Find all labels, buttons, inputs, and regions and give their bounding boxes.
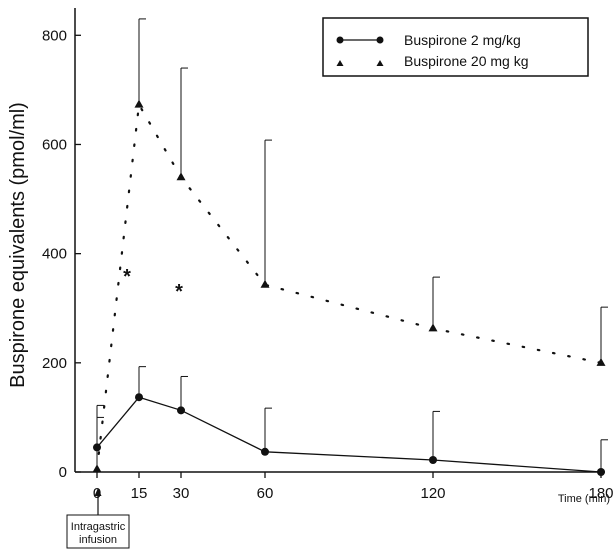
y-tick-label: 400: [42, 246, 67, 263]
legend-marker-20mg: [336, 60, 344, 66]
data-point-circle: [597, 468, 605, 476]
x-tick-label: 180: [588, 485, 613, 502]
y-tick-label: 800: [42, 27, 67, 44]
infusion-label: Intragastric infusion: [71, 521, 126, 546]
y-tick-label: 600: [42, 136, 67, 153]
y-tick-label: 0: [59, 464, 67, 481]
data-point-circle: [429, 455, 437, 464]
infusion-box: [66, 514, 130, 549]
x-tick-label: 60: [257, 485, 274, 502]
legend-marker-20mg-end: [376, 60, 384, 66]
infusion-label-line: Intragastric: [71, 521, 126, 533]
legend-marker-2mg: [336, 36, 344, 44]
significance-marker: *: [175, 281, 183, 303]
data-point-triangle: [596, 357, 606, 366]
series-line-dotted: [95, 101, 603, 471]
data-point-circle: [135, 393, 143, 402]
series-line: [96, 396, 602, 473]
data-point-triangle: [428, 323, 438, 332]
data-point-circle: [261, 447, 269, 456]
data-point-triangle: [176, 172, 186, 181]
series-1: [93, 366, 608, 476]
data-point-triangle: [134, 99, 144, 108]
series-2: [92, 18, 608, 473]
data-point-circle: [177, 406, 185, 415]
x-axis-title: Time (min): [558, 493, 610, 505]
data-point-triangle: [92, 464, 102, 473]
legend-box: [322, 17, 589, 77]
y-tick-label: 200: [42, 355, 67, 372]
x-tick-label: 120: [420, 485, 445, 502]
significance-marker: *: [123, 266, 131, 288]
axes: 02004006008000153060120180: [42, 8, 613, 502]
y-axis-title: Buspirone equivalents (pmol/ml): [7, 102, 29, 388]
infusion-arrow-head: [94, 488, 102, 496]
x-tick-label: 30: [173, 485, 190, 502]
legend-label-20mg: Buspirone 20 mg kg: [404, 53, 529, 69]
x-tick-label: 15: [131, 485, 148, 502]
legend-marker-2mg-end: [376, 36, 384, 44]
infusion-label-line: infusion: [79, 534, 117, 546]
legend-label-2mg: Buspirone 2 mg/kg: [404, 32, 521, 48]
series-layer: **: [92, 18, 608, 476]
legend: Buspirone 2 mg/kg Buspirone 20 mg kg: [322, 17, 589, 77]
infusion-annotation: Intragastric infusion: [66, 488, 130, 549]
data-point-triangle: [260, 279, 270, 288]
